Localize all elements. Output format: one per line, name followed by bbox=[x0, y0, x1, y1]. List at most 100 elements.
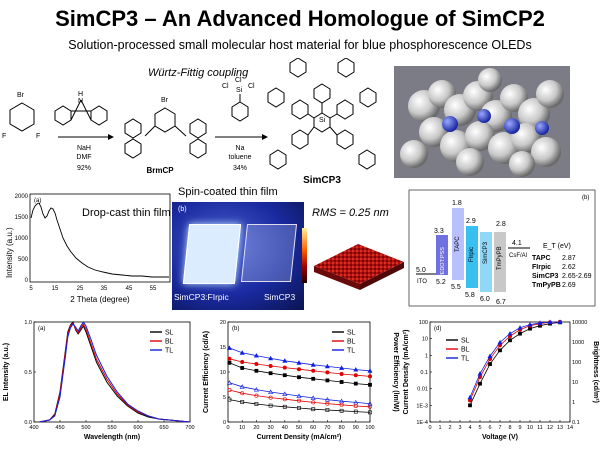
simcp3-bar bbox=[480, 232, 492, 292]
data-point bbox=[353, 373, 358, 378]
data-point bbox=[227, 397, 232, 402]
data-point bbox=[518, 331, 522, 336]
xrd-ylabel: Intensity (a.u.) bbox=[5, 227, 14, 278]
data-point bbox=[339, 408, 344, 413]
x-tick-label: 6 bbox=[488, 425, 491, 431]
data-point bbox=[240, 359, 245, 364]
tmpypb-bar bbox=[494, 232, 506, 292]
data-point bbox=[325, 370, 330, 375]
y-tick-label: 0.01 bbox=[417, 387, 428, 393]
y2-axis-label: Brightness (cd/m²) bbox=[592, 341, 599, 403]
x-tick-label: 550 bbox=[107, 425, 116, 431]
xrd-ytick: 500 bbox=[18, 257, 29, 263]
xrd-ytick: 0 bbox=[25, 278, 29, 284]
data-point bbox=[253, 386, 259, 392]
data-point bbox=[468, 403, 472, 408]
et-row-name: TAPC bbox=[532, 255, 551, 262]
y-tick-label: 100 bbox=[419, 320, 428, 326]
xrd-ytick: 1000 bbox=[15, 236, 29, 242]
reactant-structure bbox=[9, 102, 35, 132]
y2-tick-label: 0.1 bbox=[572, 420, 580, 426]
x-tick-label: 500 bbox=[81, 425, 90, 431]
data-point bbox=[254, 393, 259, 398]
carbazole-h-label: H bbox=[78, 91, 83, 98]
cathode-name: CsF/Al bbox=[509, 253, 527, 259]
film-sample-right bbox=[240, 224, 298, 282]
data-point bbox=[254, 402, 259, 406]
reagent1-line1: NaH bbox=[77, 145, 91, 152]
data-point bbox=[537, 320, 543, 325]
film-sample-left bbox=[182, 224, 242, 284]
firpic-homo-value: 5.8 bbox=[465, 292, 475, 299]
page-title: SimCP3 – An Advanced Homologue of SimCP2 bbox=[55, 6, 545, 31]
data-point bbox=[311, 407, 316, 412]
reaction-arrow-1-head bbox=[108, 134, 114, 140]
coupling-label: Würtz-Fittig coupling bbox=[148, 67, 249, 79]
data-point bbox=[297, 375, 301, 380]
x-tick-label: 450 bbox=[55, 425, 64, 431]
data-point bbox=[311, 400, 316, 405]
x-tick-label: 4 bbox=[468, 425, 471, 431]
legend-entry: BL bbox=[347, 339, 356, 346]
afm-surface-side-left bbox=[314, 266, 360, 290]
data-point bbox=[297, 406, 301, 410]
data-point bbox=[339, 398, 345, 404]
efficiency-chart: 0 10 20 30 40 50 60 70 80 90 100 0 5 10 15 20 Current De… bbox=[203, 320, 399, 441]
x-tick-label: 100 bbox=[365, 425, 374, 431]
legend-entry: TL bbox=[165, 348, 173, 355]
data-point bbox=[253, 352, 259, 358]
reactant-f-left: F bbox=[2, 133, 6, 140]
y-tick-label: 1.0 bbox=[24, 320, 32, 326]
x-tick-label: 2 bbox=[448, 425, 451, 431]
silane-cl-right: Cl bbox=[248, 83, 255, 90]
tapc-lumo-value: 1.8 bbox=[452, 200, 462, 207]
afm-annotation: RMS = 0.25 nm bbox=[312, 207, 389, 219]
series-line bbox=[229, 382, 371, 404]
data-point bbox=[282, 373, 287, 378]
reagent2-line1: Na bbox=[236, 145, 245, 152]
xrd-annotation: Drop-cast thin film bbox=[82, 207, 171, 219]
data-point bbox=[353, 399, 359, 405]
data-point bbox=[240, 400, 245, 404]
data-point bbox=[310, 395, 316, 400]
energy-level-diagram: (b) 5.0 ITO PEDOT:PSS 3.3 5.2 1.8 TAPC 5… bbox=[408, 189, 596, 307]
y-axis-label: Current Efficiency (cd/A) bbox=[203, 331, 210, 413]
ito-name: ITO bbox=[417, 279, 427, 285]
cathode-value: 4.1 bbox=[512, 240, 522, 247]
data-point bbox=[325, 408, 330, 412]
reactant-br-label: Br bbox=[17, 92, 25, 99]
afm-image bbox=[302, 228, 404, 290]
panel-label: (b) bbox=[232, 326, 239, 332]
pedot-value: 5.2 bbox=[436, 279, 446, 286]
legend-entry: BL bbox=[165, 339, 174, 346]
data-point bbox=[296, 360, 302, 365]
et-header: E_T (eV) bbox=[543, 243, 571, 250]
trichlorophenylsilane-structure bbox=[231, 94, 249, 122]
brmcp-name: BrmCP bbox=[146, 166, 174, 175]
plot-frame bbox=[227, 321, 371, 423]
data-point bbox=[226, 380, 232, 385]
data-point bbox=[240, 366, 245, 370]
data-point bbox=[517, 325, 523, 330]
data-point bbox=[297, 367, 302, 372]
reagent1-yield: 92% bbox=[77, 165, 91, 172]
series-line bbox=[469, 321, 561, 401]
series-line bbox=[229, 399, 371, 413]
data-point bbox=[268, 389, 274, 394]
data-point bbox=[547, 319, 553, 325]
data-point bbox=[311, 368, 316, 373]
y2-tick-label: 100 bbox=[572, 360, 581, 366]
molecule-3d-render bbox=[400, 68, 564, 177]
silane-si-label: Si bbox=[236, 87, 243, 94]
data-point bbox=[325, 378, 330, 383]
data-point bbox=[268, 363, 273, 368]
series-line bbox=[469, 321, 561, 398]
y-tick-label: 20 bbox=[220, 320, 226, 326]
series-line bbox=[39, 321, 191, 423]
afm-colorbar bbox=[302, 228, 307, 283]
y-tick-label: 0 bbox=[223, 420, 226, 426]
data-point bbox=[227, 388, 232, 393]
film-label: (b) bbox=[178, 206, 187, 213]
legend-entry: TL bbox=[347, 348, 355, 355]
x-tick-label: 60 bbox=[310, 425, 316, 431]
